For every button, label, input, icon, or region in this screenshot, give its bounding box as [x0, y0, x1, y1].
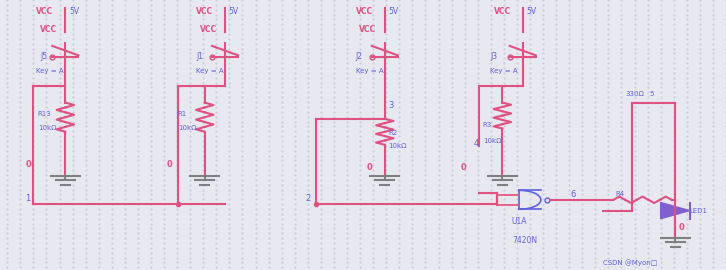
Text: VCC: VCC [36, 6, 54, 15]
Text: 10kΩ: 10kΩ [178, 124, 196, 131]
Text: 10kΩ: 10kΩ [483, 138, 501, 144]
Text: VCC: VCC [40, 25, 57, 34]
Text: VCC: VCC [200, 25, 217, 34]
Text: R4: R4 [616, 191, 625, 197]
Text: 10kΩ: 10kΩ [388, 143, 407, 150]
Text: 0: 0 [367, 163, 372, 172]
Text: 1: 1 [25, 194, 30, 203]
Text: CSDN @Myon□: CSDN @Myon□ [603, 259, 657, 266]
Text: 5V: 5V [526, 6, 537, 15]
Text: 5V: 5V [69, 6, 79, 15]
Text: U1A: U1A [512, 217, 527, 226]
Text: VCC: VCC [196, 6, 213, 15]
Text: 0: 0 [25, 160, 31, 169]
Text: J3: J3 [490, 52, 497, 61]
Text: 4: 4 [473, 139, 478, 148]
Text: 3: 3 [388, 101, 393, 110]
Text: 5: 5 [650, 91, 654, 97]
Text: LED1: LED1 [690, 208, 708, 214]
Text: Key = A: Key = A [490, 68, 518, 74]
Text: 330Ω: 330Ω [626, 91, 645, 97]
Text: Key = A: Key = A [36, 68, 64, 74]
Text: J1: J1 [196, 52, 203, 61]
Text: Key = A: Key = A [356, 68, 383, 74]
Text: 5V: 5V [229, 6, 239, 15]
Text: R1: R1 [178, 111, 187, 117]
Text: 7420N: 7420N [512, 236, 537, 245]
Text: VCC: VCC [359, 25, 377, 34]
Text: R13: R13 [38, 111, 52, 117]
Text: R2: R2 [388, 130, 398, 136]
Text: 0: 0 [679, 222, 685, 231]
Text: 5V: 5V [388, 6, 399, 15]
Text: 6: 6 [570, 190, 575, 199]
Text: VCC: VCC [494, 6, 511, 15]
Text: VCC: VCC [356, 6, 373, 15]
Text: 0: 0 [167, 160, 173, 169]
Text: 10kΩ: 10kΩ [38, 124, 56, 131]
Polygon shape [661, 202, 690, 219]
Text: 2: 2 [305, 194, 310, 203]
Text: J5: J5 [40, 52, 47, 61]
Text: R3: R3 [483, 122, 492, 128]
Text: Key = A: Key = A [196, 68, 224, 74]
Text: J2: J2 [356, 52, 363, 61]
Text: 0: 0 [461, 163, 467, 172]
